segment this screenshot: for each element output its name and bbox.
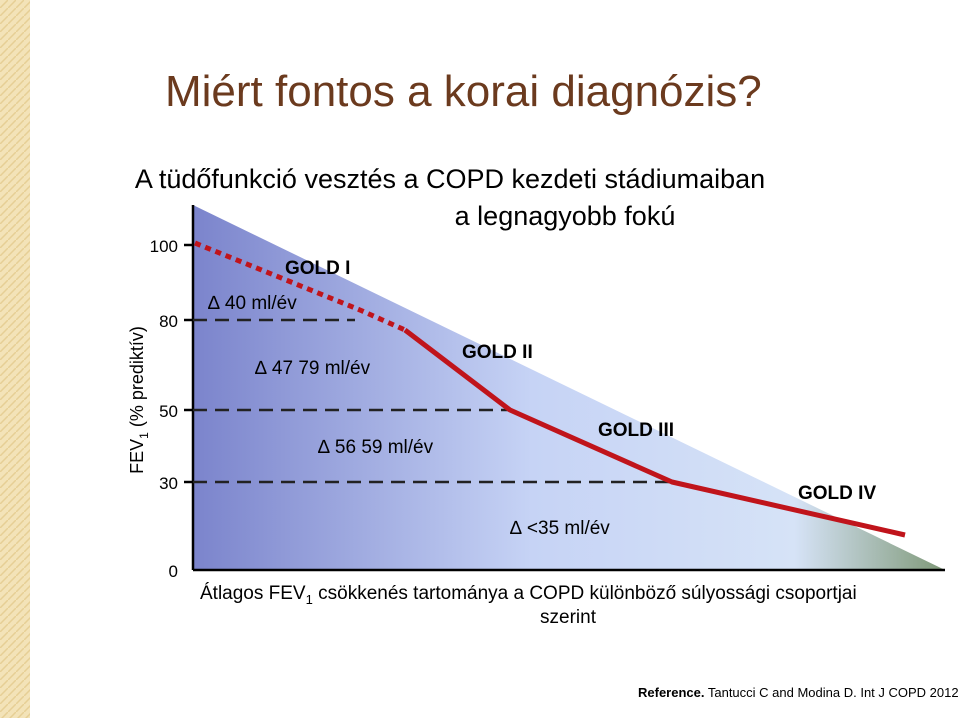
y-tick-label: 0 <box>169 562 178 581</box>
y-tick-label: 50 <box>159 402 178 421</box>
caption: Átlagos FEV1 csökkenés tartománya a COPD… <box>200 583 857 607</box>
caption-sub: 1 <box>306 592 313 607</box>
caption-rest: csökkenés tartománya a COPD különböző sú… <box>313 583 857 604</box>
decline-area <box>193 205 945 570</box>
reference-label: Reference. <box>638 685 704 700</box>
y-axis-label-sub: 1 <box>137 432 151 439</box>
y-tick-label: 100 <box>150 237 178 256</box>
stage-label: GOLD III <box>598 420 674 441</box>
decline-line <box>403 328 906 538</box>
y-axis-label: FEV1 (% prediktív) <box>127 326 151 474</box>
title: Miért fontos a korai diagnózis? <box>165 67 762 116</box>
rate-label: ∆ <35 ml/év <box>510 518 610 539</box>
rate-label: ∆ 47 79 ml/év <box>255 358 371 379</box>
y-tick-label: 80 <box>159 312 178 331</box>
threshold-lines <box>193 318 672 484</box>
stage-label: GOLD I <box>285 258 350 279</box>
y-axis-label-rest: (% prediktív) <box>127 326 147 432</box>
y-axis-label-main: FEV <box>127 439 147 474</box>
caption-start: Átlagos FEV <box>200 583 306 604</box>
subtitle: A tüdőfunkció vesztés a COPD kezdeti stá… <box>135 164 765 194</box>
rate-label: ∆ 56 59 ml/év <box>318 437 434 458</box>
stage-label: GOLD II <box>462 342 533 363</box>
axes <box>184 205 945 572</box>
subtitle: a legnagyobb fokú <box>455 201 676 231</box>
decline-dotted <box>194 240 407 333</box>
rate-label: ∆ 40 ml/év <box>208 293 297 314</box>
reference-text: Tantucci C and Modina D. Int J COPD 2012… <box>704 685 959 700</box>
reference: Reference. Tantucci C and Modina D. Int … <box>638 685 959 700</box>
side-strip <box>0 0 30 718</box>
y-tick-label: 30 <box>159 474 178 493</box>
stage-label: GOLD IV <box>798 483 876 504</box>
caption: szerint <box>540 607 597 628</box>
